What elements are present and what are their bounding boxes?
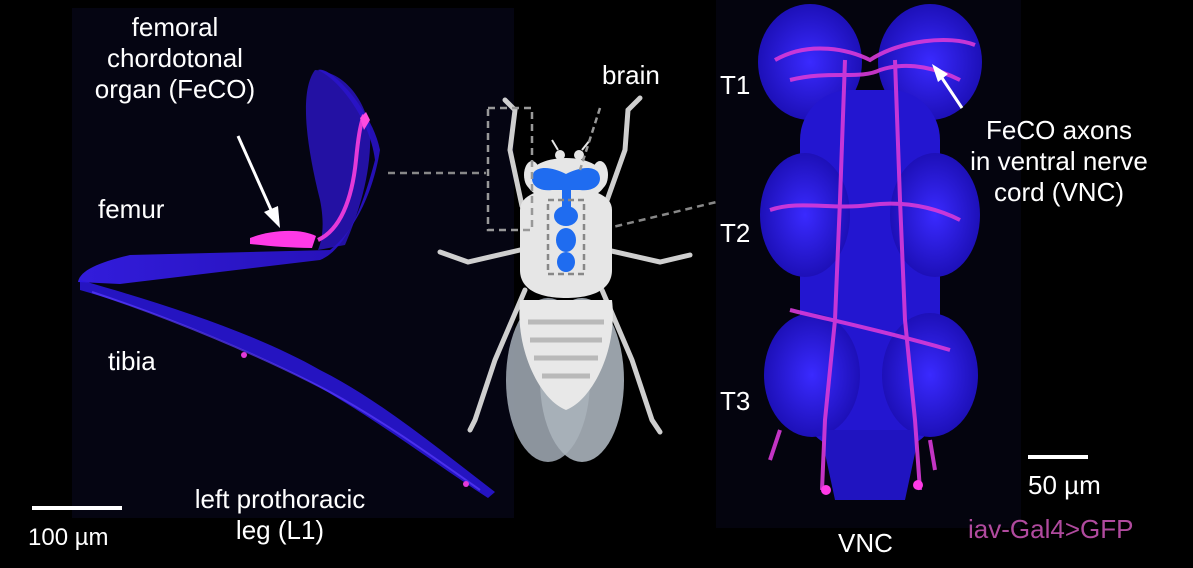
fly-abdomen [519, 300, 613, 410]
t1-label: T1 [720, 70, 751, 100]
leg-microscopy-panel [32, 8, 514, 518]
leg-caption-line2: leg (L1) [235, 515, 325, 545]
leg-caption-line1: left prothoracic [194, 484, 366, 514]
vnc-scalebar-label: 50 µm [1028, 470, 1101, 500]
fly-diagram [437, 95, 693, 462]
vnc-t2-left-lobe [760, 153, 850, 277]
axons-caption-line3: cord (VNC) [993, 177, 1124, 207]
feco-arrow-head [264, 206, 280, 228]
fly-brain [532, 167, 600, 191]
feco-title-line1: femoral [131, 12, 219, 42]
vnc-t1-right-lobe [878, 4, 982, 120]
vnc-t2-right-lobe [890, 153, 980, 277]
axons-caption-line2: in ventral nerve [970, 146, 1148, 176]
fly-vnc-t2 [556, 228, 576, 252]
vnc-microscopy-panel [716, 0, 1088, 528]
vnc-scalebar [1028, 455, 1088, 459]
feco-title-line2: chordotonal [107, 43, 243, 73]
vnc-t3-left-lobe [764, 313, 860, 437]
fly-legs [437, 95, 693, 435]
vnc-abdominal-ganglion [820, 430, 920, 500]
vnc-t3-right-lobe [882, 313, 978, 437]
vnc-t1-left-lobe [758, 4, 862, 120]
brain-label: brain [602, 60, 660, 90]
leg-scalebar [32, 506, 122, 510]
t2-label: T2 [720, 218, 751, 248]
t3-label: T3 [720, 386, 751, 416]
feco-nerve [317, 114, 366, 242]
feco-title: femoral chordotonal organ (FeCO) [60, 12, 290, 105]
vnc-label: VNC [838, 528, 893, 558]
fly-vnc-t1 [554, 206, 578, 226]
axons-arrow [940, 77, 964, 109]
tibia-label: tibia [108, 346, 156, 376]
femur-label: femur [98, 194, 165, 224]
feco-arrow [236, 135, 274, 213]
feco-cell-bodies [250, 230, 316, 248]
vnc-connector-line [591, 190, 759, 234]
brain-pointer [578, 107, 602, 171]
femur-segment [78, 69, 380, 284]
axons-caption-line1: FeCO axons [986, 115, 1132, 145]
leg-highlight-box [486, 106, 534, 232]
leg-scalebar-label: 100 µm [28, 524, 109, 551]
genotype-label: iav-Gal4>GFP [968, 514, 1134, 544]
axons-caption: FeCO axons in ventral nerve cord (VNC) [936, 115, 1182, 208]
feco-title-line3: organ (FeCO) [94, 74, 256, 104]
coxa-segment [305, 70, 371, 250]
axons-arrow-head [932, 64, 948, 82]
leg-caption: left prothoracic leg (L1) [160, 484, 400, 546]
vnc-highlight-box [546, 198, 586, 276]
feco-axon-tracts [768, 38, 976, 491]
connector-lines [388, 171, 759, 234]
fly-vnc-t3 [557, 252, 575, 272]
